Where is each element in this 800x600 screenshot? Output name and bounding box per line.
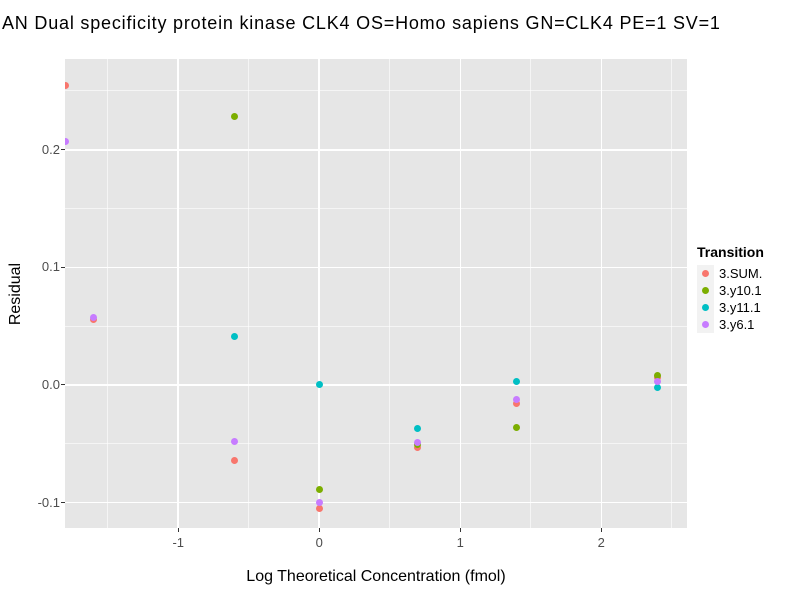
gridline-major-x [459, 59, 461, 528]
legend-swatch-icon [702, 321, 709, 328]
legend-items: 3.SUM. 3.y10.1 3.y11.1 3.y6.1 [697, 265, 797, 333]
x-tick-label: 0 [315, 535, 323, 550]
data-point-3.y10.1 [231, 113, 239, 121]
gridline-minor-x [389, 59, 391, 528]
data-point-3.y11.1 [654, 383, 662, 391]
gridline-minor-x [530, 59, 532, 528]
legend-key [697, 299, 714, 316]
gridline-minor-y [65, 325, 687, 327]
x-tick-mark [318, 528, 320, 532]
x-tick-mark [177, 528, 179, 532]
data-point-3.SUM. [231, 456, 239, 464]
gridline-minor-y [65, 90, 687, 92]
data-point-3.y11.1 [513, 377, 521, 385]
x-axis-title: Log Theoretical Concentration (fmol) [246, 568, 506, 585]
y-tick-mark [61, 384, 65, 386]
data-point-3.y6.1 [654, 377, 662, 385]
legend-item: 3.y11.1 [697, 299, 797, 316]
y-axis-title: Residual [7, 262, 24, 326]
legend-title: Transition [697, 244, 764, 260]
data-point-3.y6.1 [231, 437, 239, 445]
data-point-3.y11.1 [231, 333, 239, 341]
y-tick-label: 0.1 [41, 259, 60, 275]
legend-item: 3.y10.1 [697, 282, 797, 299]
data-point-3.y11.1 [414, 425, 422, 432]
gridline-minor-y [65, 443, 687, 445]
data-point-3.SUM. [315, 504, 323, 512]
gridline-minor-y [65, 208, 687, 210]
y-tick-label: 0.2 [41, 141, 60, 157]
x-tick-label: 1 [456, 535, 464, 550]
data-point-3.y11.1 [315, 381, 323, 389]
data-point-3.y10.1 [654, 372, 662, 380]
x-tick-mark [600, 528, 602, 532]
y-tick-mark [61, 149, 65, 151]
gridline-major-x [600, 59, 602, 528]
plot-title: AN Dual specificity protein kinase CLK4 … [2, 13, 721, 33]
gridline-major-x [318, 59, 320, 528]
x-tick-label: -1 [172, 535, 184, 550]
y-tick-mark [61, 266, 65, 268]
legend-swatch-icon [702, 304, 709, 311]
gridline-major-y [65, 384, 687, 386]
data-point-3.y10.1 [513, 423, 521, 431]
data-point-3.SUM. [65, 81, 69, 89]
legend-swatch-icon [702, 270, 709, 277]
y-tick-label: -0.1 [37, 494, 60, 510]
legend-key [697, 316, 714, 333]
legend-item-label: 3.y11.1 [719, 300, 761, 315]
data-point-3.y10.1 [315, 486, 323, 494]
data-point-3.y6.1 [513, 395, 521, 403]
gridline-major-y [65, 149, 687, 151]
data-point-3.y6.1 [90, 314, 98, 322]
legend-key [697, 282, 714, 299]
x-tick-mark [459, 528, 461, 532]
legend-item: 3.SUM. [697, 265, 797, 282]
data-point-3.SUM. [513, 400, 521, 408]
legend-item: 3.y6.1 [697, 316, 797, 333]
legend-item-label: 3.SUM. [719, 266, 763, 281]
y-tick-label: 0.0 [41, 376, 60, 392]
x-tick-label: 2 [597, 535, 605, 550]
gridline-major-y [65, 266, 687, 269]
data-point-3.y6.1 [65, 138, 69, 146]
gridline-minor-x [248, 59, 250, 528]
legend-item-label: 3.y6.1 [719, 317, 755, 332]
legend-swatch-icon [702, 287, 709, 294]
y-tick-mark [61, 502, 65, 504]
legend: Transition 3.SUM. 3.y10.1 3.y11.1 3.y6.1 [697, 244, 797, 333]
gridline-major-x [177, 59, 179, 528]
gridline-minor-x [107, 59, 109, 528]
legend-key [697, 265, 714, 282]
legend-item-label: 3.y10.1 [719, 283, 762, 298]
gridline-minor-x [671, 59, 673, 528]
data-point-3.y6.1 [315, 499, 323, 507]
gridline-major-y [65, 501, 687, 504]
plot-panel [65, 59, 687, 528]
data-point-3.y6.1 [414, 439, 422, 447]
